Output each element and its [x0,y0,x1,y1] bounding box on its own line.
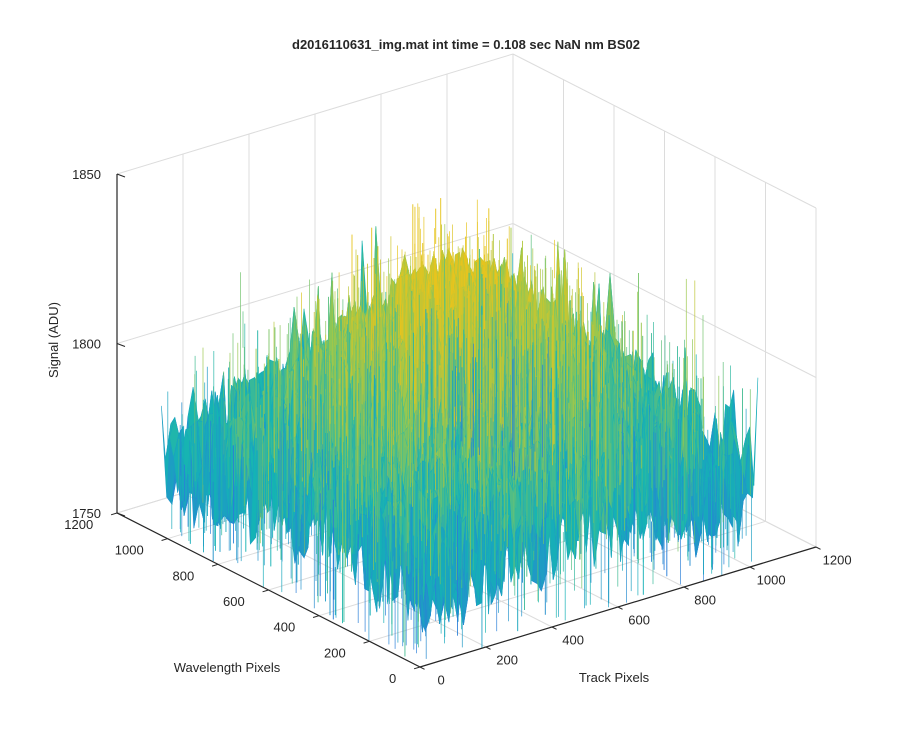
side-wall-grid-line [512,53,817,209]
back-wall-grid-line [116,53,514,175]
side-wall-grid-line [512,223,817,378]
back-wall-grid-line [116,223,514,344]
surface [161,198,759,659]
